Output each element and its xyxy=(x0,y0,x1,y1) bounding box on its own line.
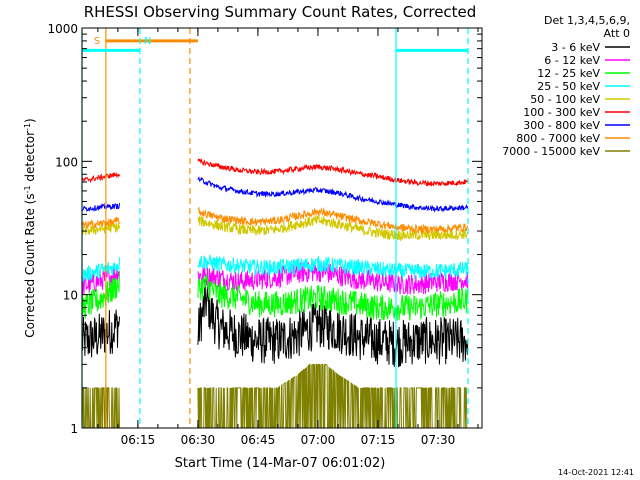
x-tick-label-4: 07:00 xyxy=(301,433,336,447)
x-tick-label-5: 07:15 xyxy=(361,433,396,447)
series-segment-5-2 xyxy=(197,215,469,242)
y-axis-label-mid: detector xyxy=(23,131,37,186)
series-segment-7-2 xyxy=(197,176,469,213)
legend-header-line-2: Att 0 xyxy=(604,27,630,40)
plot-frame xyxy=(81,27,483,429)
chart-title: RHESSI Observing Summary Count Rates, Co… xyxy=(84,3,477,21)
x-tick-label-3: 06:45 xyxy=(241,433,276,447)
timestamp: 14-Oct-2021 12:41 xyxy=(558,468,634,477)
y-axis-label-main: Corrected Count Rate (s xyxy=(23,193,37,337)
legend-label-4: 25 - 50 keV xyxy=(537,80,600,93)
legend-label-5: 50 - 100 keV xyxy=(530,93,600,106)
y-axis-label-sup2: -1 xyxy=(23,123,32,131)
series-50-100keV-trace xyxy=(81,215,469,242)
y-tick-label-2: 10 xyxy=(63,289,78,303)
legend-label-8: 800 - 7000 keV xyxy=(516,132,600,145)
series-segment-7-1 xyxy=(81,202,120,213)
series-segment-9-1 xyxy=(81,387,120,429)
y-axis-label-sup1: -1 xyxy=(23,185,32,193)
series-segment-6-2 xyxy=(197,158,469,187)
series-800-7000keV-trace xyxy=(81,206,469,235)
y-tick-label-4: 1000 xyxy=(47,22,78,36)
tick-layer: 06:15 06:30 06:45 07:00 07:15 07:30 1 10 100 1000 xyxy=(47,22,482,447)
x-axis-label: Start Time (14-Mar-07 06:01:02) xyxy=(175,456,386,471)
y-tick-label-3: 100 xyxy=(55,155,78,169)
series-segment-4-2 xyxy=(197,254,469,280)
series-segment-6-1 xyxy=(81,172,120,184)
x-tick-label-6: 07:30 xyxy=(421,433,456,447)
series-3-6keV-trace xyxy=(81,279,469,368)
overlay-label-n: N xyxy=(144,36,151,47)
legend-label-9: 7000 - 15000 keV xyxy=(502,145,600,158)
series-segment-1-2 xyxy=(197,279,469,368)
series-300-800keV-trace xyxy=(81,176,469,213)
series-12-25keV-trace xyxy=(81,270,469,321)
series-segment-8-1 xyxy=(81,216,120,229)
series-segment-3-2 xyxy=(197,274,469,321)
legend-header-line-1: Det 1,3,4,5,6,9, xyxy=(544,14,630,27)
legend-label-1: 3 - 6 keV xyxy=(551,41,600,54)
overlay-label-s: S xyxy=(94,36,100,47)
x-tick-label-1: 06:15 xyxy=(121,433,156,447)
legend-label-3: 12 - 25 keV xyxy=(537,67,600,80)
series-25-50keV-trace xyxy=(81,254,469,283)
series-segment-8-2 xyxy=(197,206,469,235)
series-segment-1-1 xyxy=(81,309,120,358)
series-100-300keV-trace xyxy=(81,158,469,187)
legend-label-2: 6 - 12 keV xyxy=(544,54,600,67)
y-axis-label-end: ) xyxy=(23,118,37,123)
y-axis-label: Corrected Count Rate (s-1 detector-1) xyxy=(23,118,38,337)
legend-label-7: 300 - 800 keV xyxy=(523,119,600,132)
series-segment-5-1 xyxy=(81,222,120,236)
x-tick-label-2: 06:30 xyxy=(181,433,216,447)
series-segment-3-1 xyxy=(81,270,120,319)
series-segment-2-2 xyxy=(197,261,469,295)
series-layer xyxy=(81,158,469,429)
y-tick-label-1: 1 xyxy=(70,422,78,436)
legend-label-6: 100 - 300 keV xyxy=(523,106,600,119)
series-segment-4-1 xyxy=(81,257,120,283)
